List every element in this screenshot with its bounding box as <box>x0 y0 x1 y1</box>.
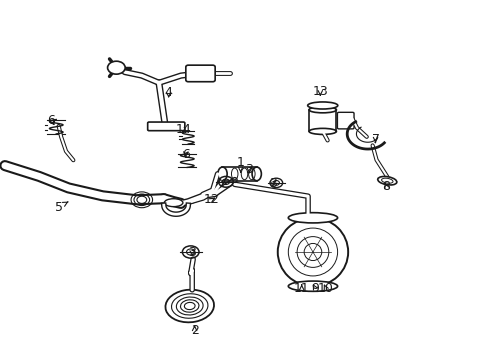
Text: 9: 9 <box>310 282 318 294</box>
Ellipse shape <box>377 176 396 185</box>
Text: 3: 3 <box>268 177 276 190</box>
Text: 8: 8 <box>382 180 389 193</box>
Ellipse shape <box>217 167 226 181</box>
Text: 6: 6 <box>182 148 189 161</box>
Text: 5: 5 <box>55 201 68 213</box>
Ellipse shape <box>164 199 183 207</box>
Ellipse shape <box>277 218 347 286</box>
Ellipse shape <box>308 107 336 113</box>
Text: 10: 10 <box>317 282 333 294</box>
Ellipse shape <box>252 167 261 181</box>
Text: 1: 1 <box>236 156 244 172</box>
Ellipse shape <box>288 281 337 291</box>
Ellipse shape <box>165 290 214 322</box>
Text: 2: 2 <box>190 324 198 337</box>
Ellipse shape <box>288 213 337 223</box>
Text: 13: 13 <box>312 85 327 98</box>
Ellipse shape <box>308 129 336 134</box>
Text: 6: 6 <box>47 114 55 127</box>
Text: 3: 3 <box>188 246 196 258</box>
Text: 7: 7 <box>371 133 379 146</box>
Text: 12: 12 <box>203 193 219 206</box>
FancyBboxPatch shape <box>147 122 184 131</box>
FancyBboxPatch shape <box>185 65 215 82</box>
Text: 14: 14 <box>175 123 191 136</box>
Text: 3: 3 <box>245 163 253 176</box>
Circle shape <box>107 61 125 74</box>
Ellipse shape <box>307 102 337 109</box>
FancyBboxPatch shape <box>337 112 353 129</box>
Text: 11: 11 <box>293 282 309 294</box>
Text: 4: 4 <box>164 86 172 99</box>
